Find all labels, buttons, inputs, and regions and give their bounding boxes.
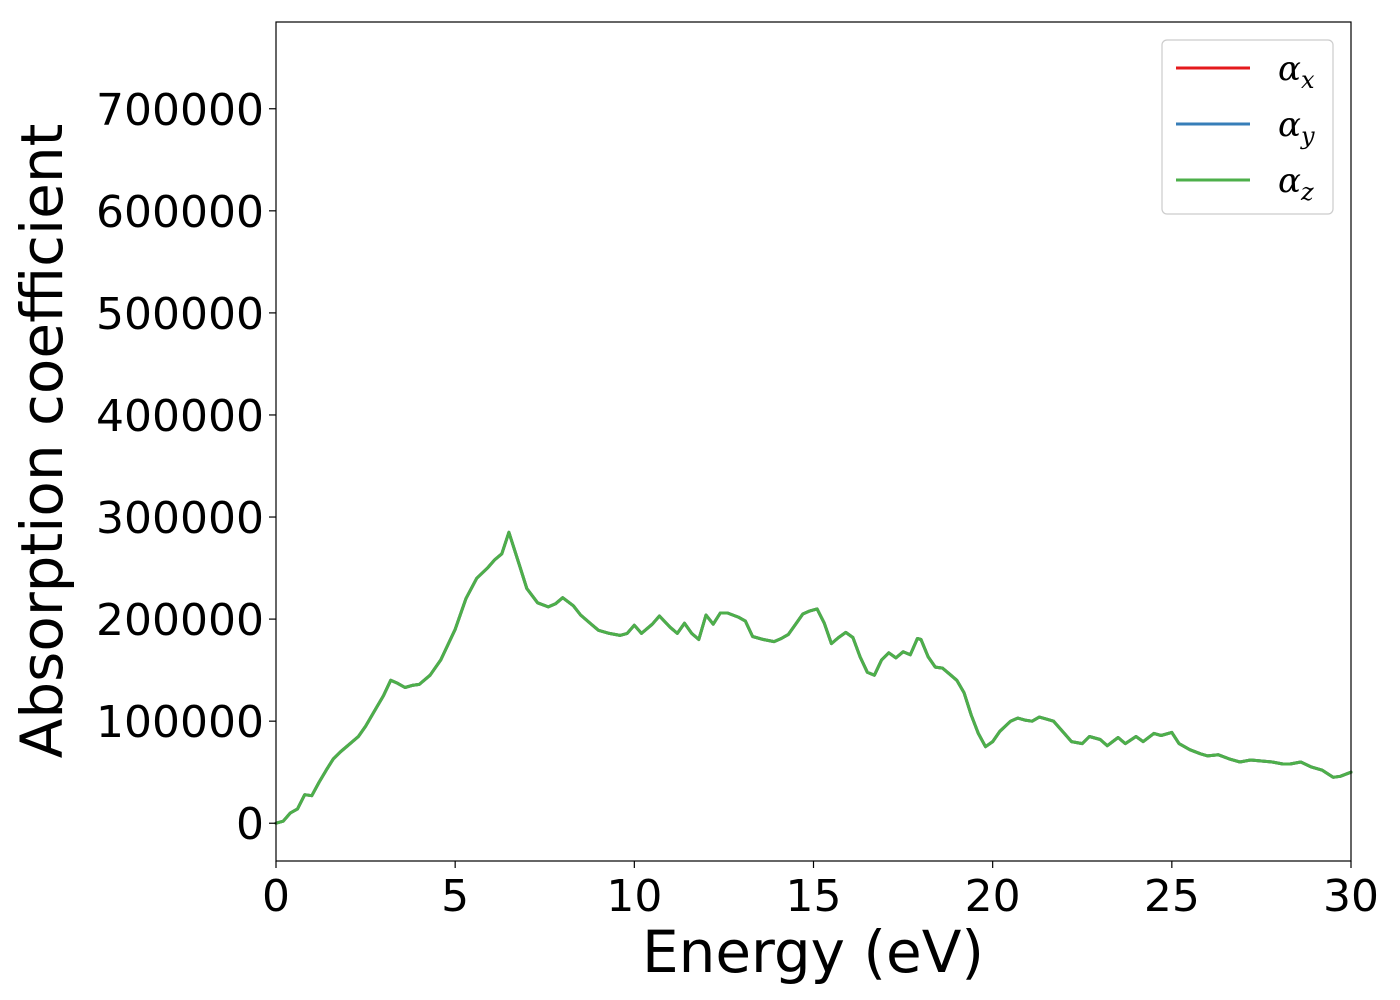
series-line-y <box>274 530 1353 825</box>
x-tick-label: 0 <box>262 871 290 922</box>
y-tick-label: 500000 <box>96 289 264 340</box>
x-tick-label: 25 <box>1144 871 1200 922</box>
y-tick-label: 300000 <box>96 493 264 544</box>
x-axis-ticks: 0 5 10 15 20 25 30 <box>262 861 1379 922</box>
y-tick-label: 700000 <box>96 85 264 136</box>
legend-label-z: αz <box>1278 161 1314 206</box>
y-tick-label: 400000 <box>96 391 264 442</box>
series-layer <box>274 530 1353 825</box>
y-axis-title: Absorption coefficient <box>8 124 76 759</box>
legend-label-x: αx <box>1278 49 1315 94</box>
legend-box <box>1161 39 1334 215</box>
y-tick-label: 200000 <box>96 595 264 646</box>
x-tick-label: 5 <box>441 871 469 922</box>
y-tick-label: 600000 <box>96 187 264 238</box>
legend: αx αy αz <box>1161 39 1334 215</box>
y-axis-ticks: 0 100000 200000 300000 400000 500000 600000 700… <box>96 85 276 850</box>
y-tick-label: 0 <box>236 799 264 850</box>
series-line-x <box>274 530 1353 825</box>
y-tick-label: 100000 <box>96 697 264 748</box>
x-axis-title: Energy (eV) <box>642 918 984 986</box>
x-tick-label: 10 <box>606 871 662 922</box>
x-tick-label: 15 <box>786 871 842 922</box>
x-tick-label: 20 <box>965 871 1021 922</box>
legend-label-y: αy <box>1278 105 1315 150</box>
x-tick-label: 30 <box>1323 871 1379 922</box>
series-line-z <box>274 530 1353 825</box>
